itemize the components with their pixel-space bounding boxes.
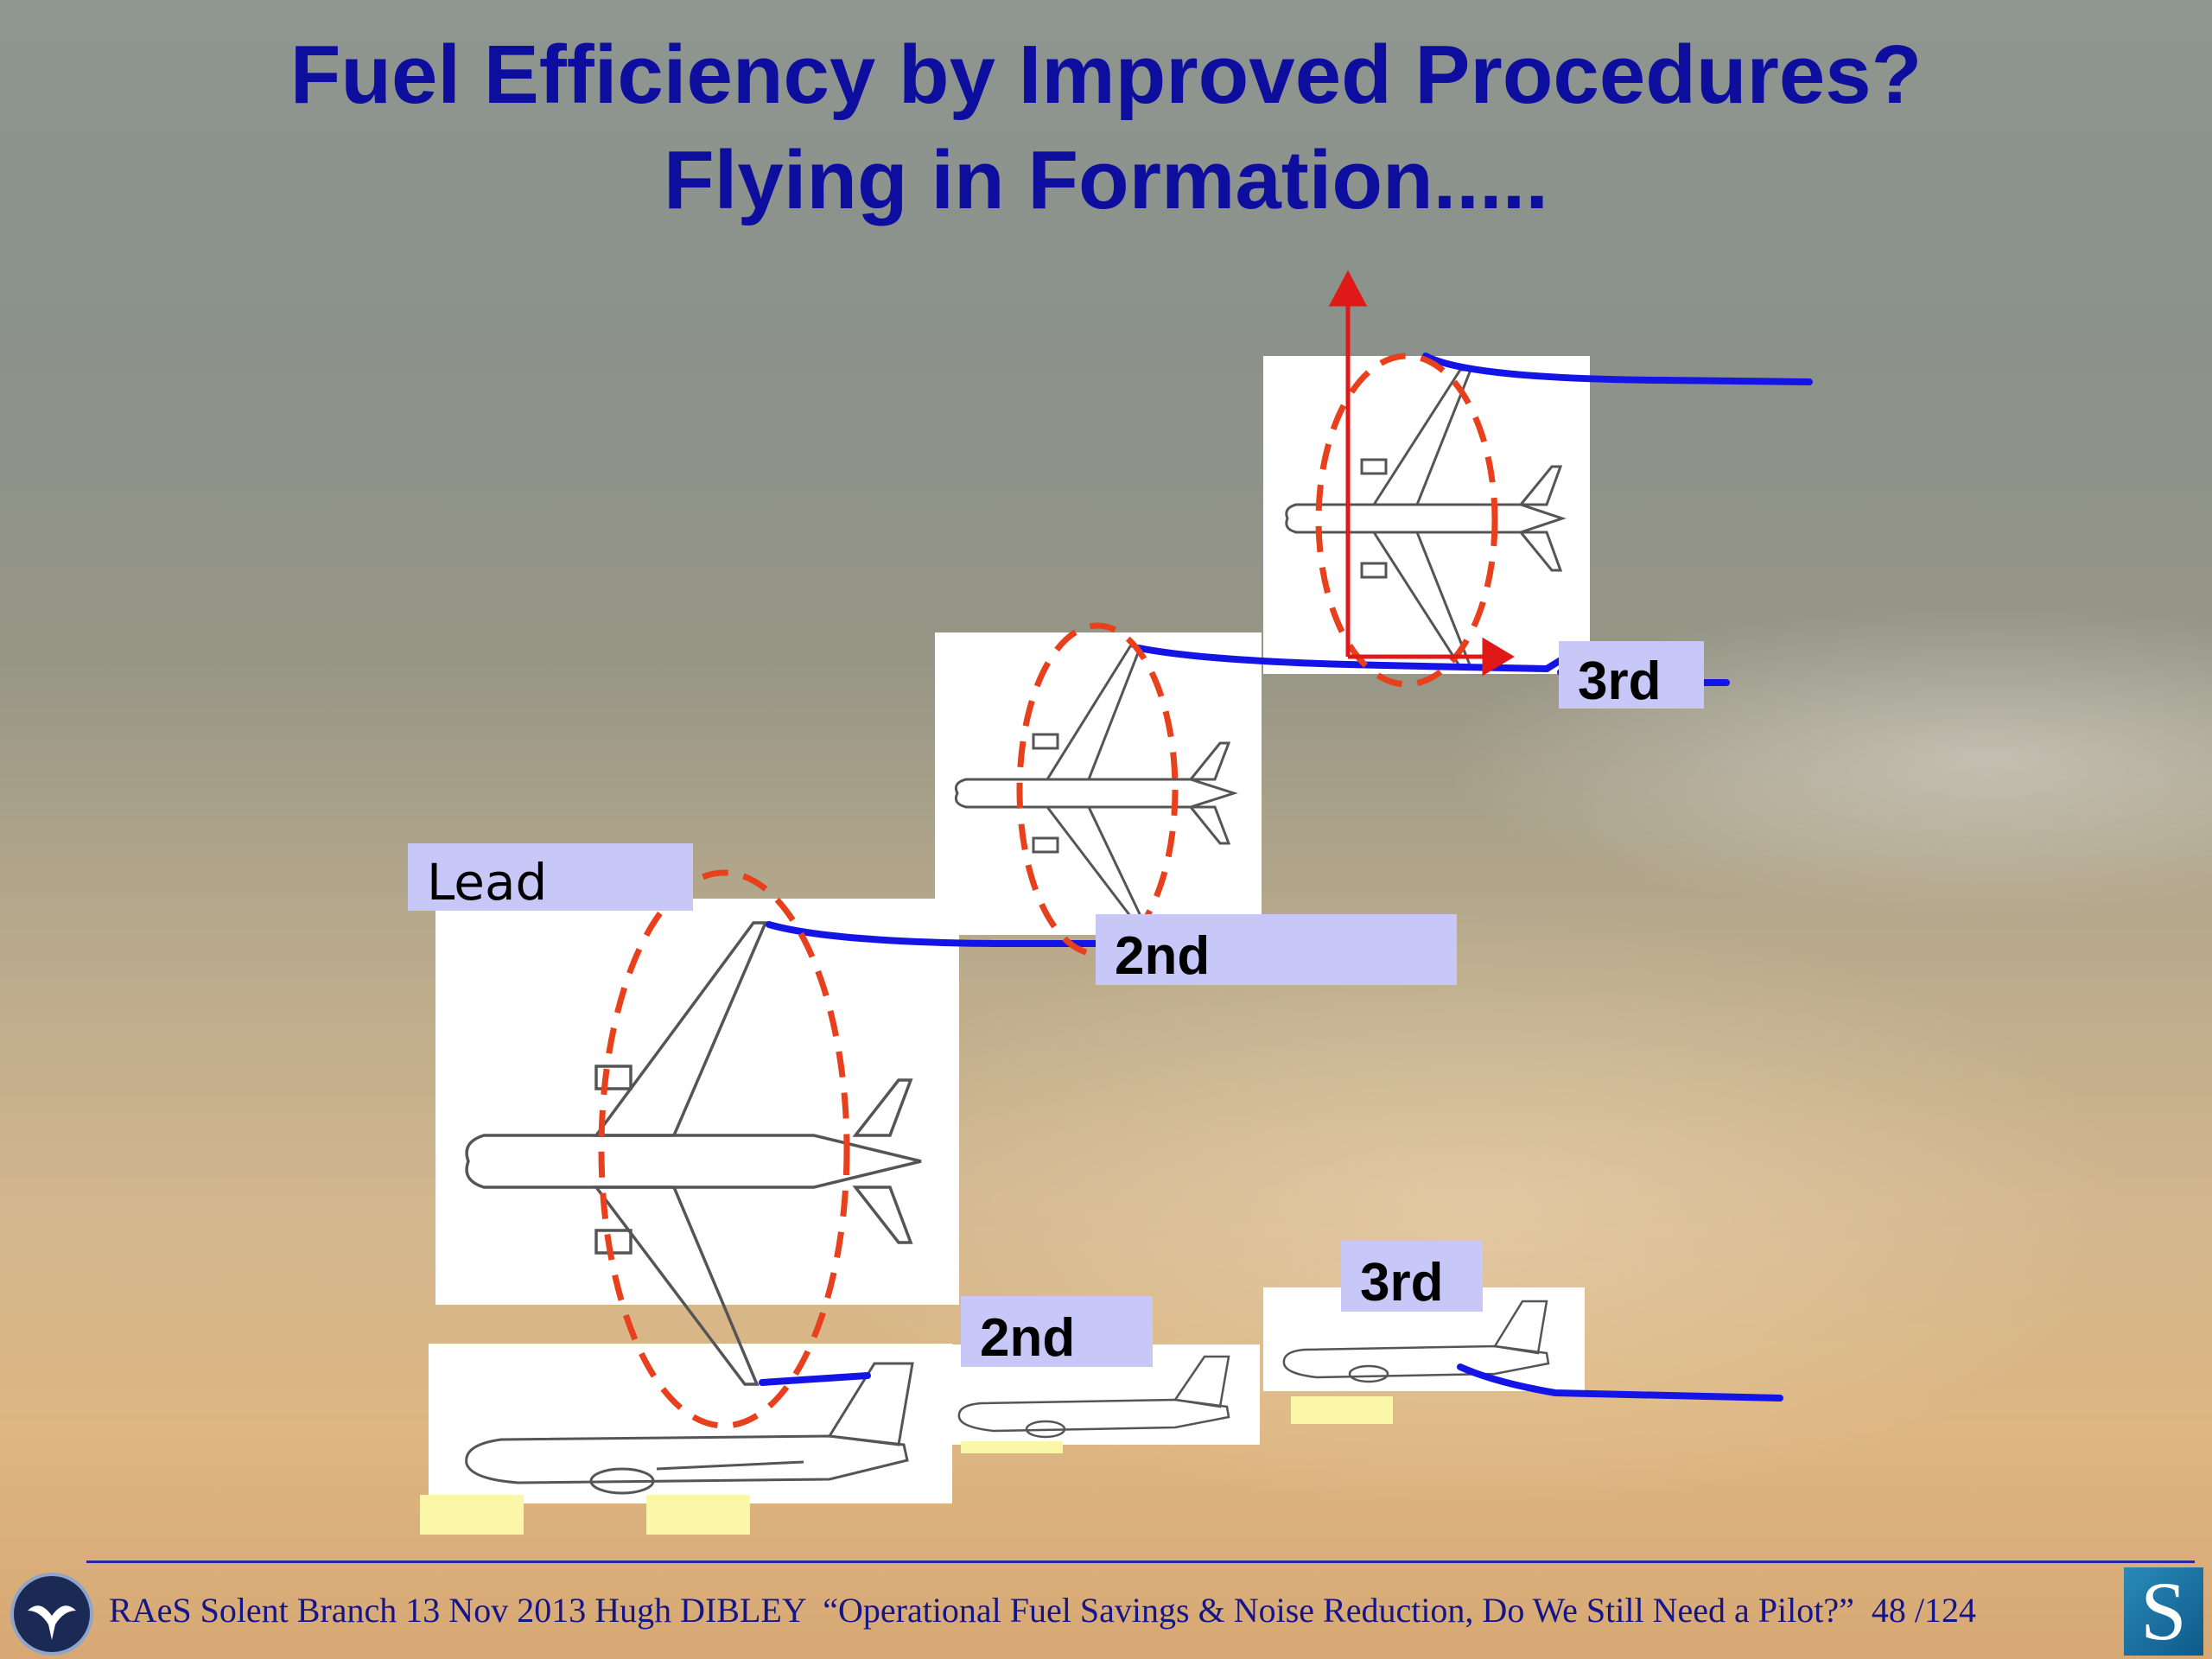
slide-subtitle: Flying in Formation..... (664, 134, 1548, 226)
solent-logo-icon: S (2124, 1567, 2203, 1656)
axis-arrows (1328, 270, 1515, 677)
marker-second (961, 1441, 1063, 1453)
aircraft-side-view-third (1282, 1300, 1550, 1383)
footer-divider (86, 1560, 2195, 1563)
label-lead: Lead (408, 843, 693, 911)
marker-lead-2 (646, 1495, 750, 1535)
panel-lead-top (435, 899, 959, 1305)
aircraft-side-view-second (957, 1355, 1230, 1439)
aircraft-top-view-third (1285, 368, 1567, 669)
aircraft-top-view-second (954, 645, 1238, 918)
vortex-ellipses (598, 353, 1498, 1429)
label-third-side: 3rd (1341, 1241, 1483, 1312)
label-third-top: 3rd (1559, 641, 1704, 709)
slide-title: Fuel Efficiency by Improved Procedures? (289, 29, 1923, 121)
aircraft-top-view-lead (465, 921, 922, 1386)
label-second-top: 2nd (1096, 914, 1457, 985)
footer-text: RAeS Solent Branch 13 Nov 2013 Hugh DIBL… (109, 1591, 1976, 1630)
aircraft-side-view-lead (465, 1362, 914, 1495)
label-second-side: 2nd (961, 1296, 1153, 1367)
marker-lead-1 (420, 1495, 524, 1535)
raes-logo-icon (10, 1573, 93, 1656)
marker-third (1291, 1396, 1393, 1424)
